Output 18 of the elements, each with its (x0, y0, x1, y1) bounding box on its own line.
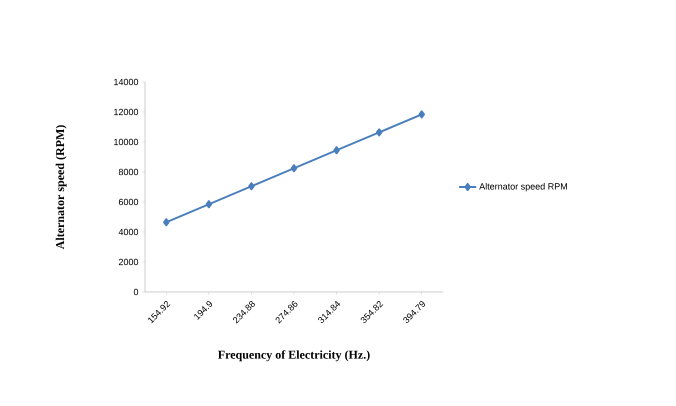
point (163, 218, 170, 226)
y-axis-title: Alternator speed (RPM) (56, 125, 67, 250)
x-axis-title: Frequency of Electricity (Hz.) (218, 350, 370, 362)
point (248, 182, 255, 190)
point (290, 164, 298, 172)
y-tick-label: 2000 (118, 258, 138, 266)
point (418, 110, 425, 118)
y-tick-label: 0 (134, 288, 138, 296)
y-tick-label: 14000 (114, 78, 138, 86)
legend-label: Alternator speed RPM (479, 182, 567, 192)
point (376, 128, 382, 136)
y-tick-label: 4000 (118, 228, 138, 236)
y-tick-label: 10000 (114, 138, 138, 146)
point (333, 146, 340, 154)
y-tick-label: 12000 (114, 108, 138, 116)
y-tick-label: 8000 (118, 168, 138, 176)
point (206, 200, 212, 208)
y-tick-label: 6000 (118, 198, 138, 206)
